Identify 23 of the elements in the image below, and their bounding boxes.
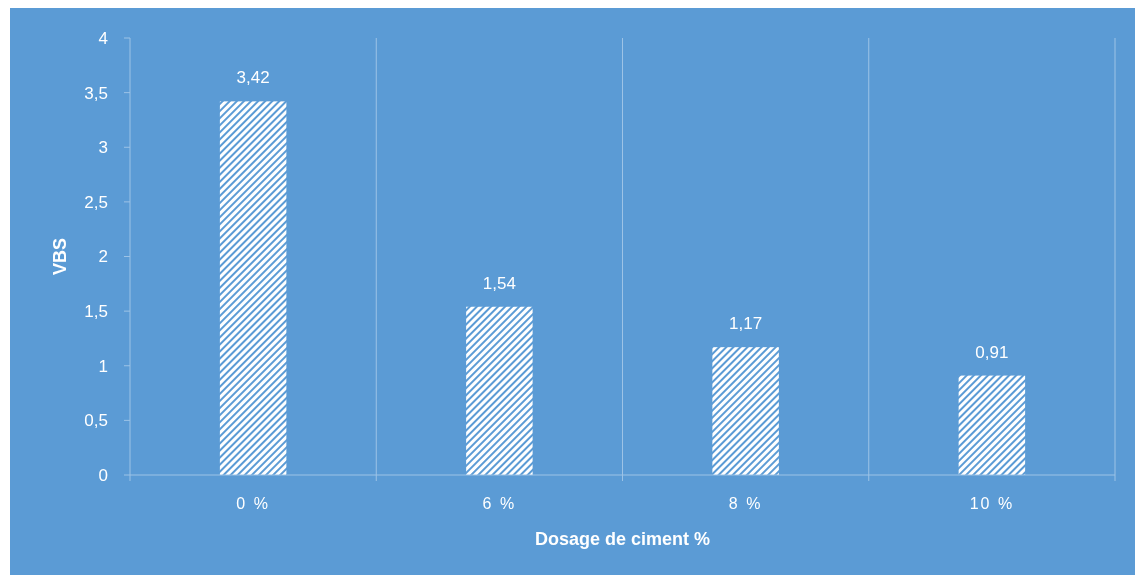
y-tick-label: 0,5 xyxy=(84,411,108,431)
y-axis-title: VBS xyxy=(50,237,70,276)
x-tick-label: 8 % xyxy=(728,495,763,512)
data-label: 1,54 xyxy=(482,273,516,293)
y-tick-label: 4 xyxy=(98,28,108,48)
bar xyxy=(712,347,779,475)
y-tick-label: 0 xyxy=(98,465,108,485)
y-tick-label: 1,5 xyxy=(84,302,108,322)
y-tick-label: 3,5 xyxy=(84,83,108,103)
x-tick-label: 10 % xyxy=(969,495,1015,512)
data-label: 1,17 xyxy=(729,314,763,334)
bar xyxy=(219,101,287,475)
x-axis-title: Dosage de ciment % xyxy=(534,529,711,549)
y-tick-label: 2 xyxy=(98,247,108,267)
y-tick-label: 1 xyxy=(98,356,108,376)
bar xyxy=(466,306,533,475)
data-label: 3,42 xyxy=(236,68,270,88)
y-tick-label: 2,5 xyxy=(84,192,108,212)
bar xyxy=(958,375,1026,475)
data-label: 0,91 xyxy=(975,342,1009,362)
y-tick-label: 3 xyxy=(98,138,108,158)
x-tick-label: 6 % xyxy=(482,495,517,512)
x-tick-label: 0 % xyxy=(236,495,270,512)
